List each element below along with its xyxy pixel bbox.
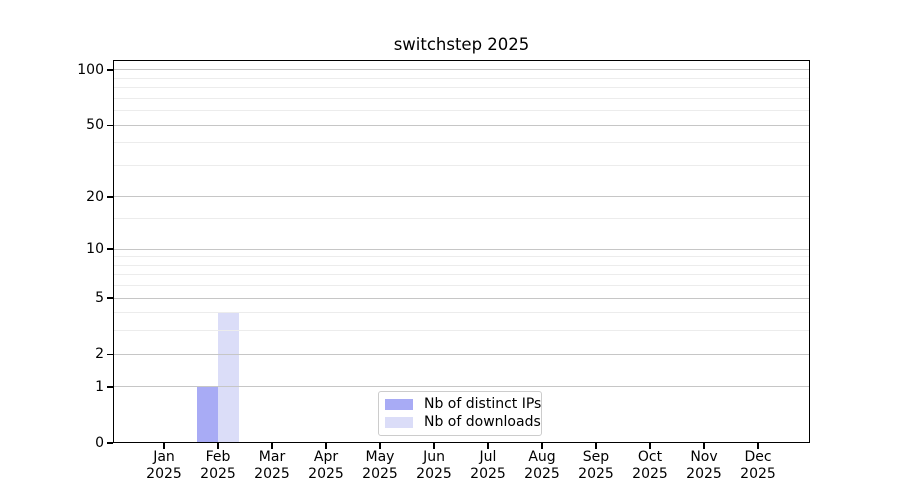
gridline-minor — [114, 264, 809, 266]
x-tick-mark — [379, 443, 381, 449]
x-tick-label: May 2025 — [362, 449, 398, 482]
gridline-major — [114, 386, 809, 388]
plot-area — [113, 60, 810, 443]
y-tick-label: 100 — [77, 61, 104, 78]
x-tick-label: Apr 2025 — [308, 449, 344, 482]
x-tick-label: Nov 2025 — [686, 449, 722, 482]
y-tick-label: 10 — [86, 241, 104, 258]
gridline-major — [114, 124, 809, 126]
x-tick-label: Mar 2025 — [254, 449, 290, 482]
x-tick-mark — [271, 443, 273, 449]
gridline-major — [114, 248, 809, 250]
y-tick-mark — [107, 196, 113, 198]
y-tick-label: 2 — [95, 346, 104, 363]
x-tick-mark — [541, 443, 543, 449]
x-tick-label: Oct 2025 — [632, 449, 668, 482]
x-tick-label: Aug 2025 — [524, 449, 560, 482]
x-tick-label: Jan 2025 — [146, 449, 182, 482]
legend-item-distinct-ips: Nb of distinct IPs — [385, 397, 541, 412]
x-tick-mark — [487, 443, 489, 449]
gridline-minor — [114, 87, 809, 89]
y-tick-label: 5 — [95, 290, 104, 307]
y-tick-label: 50 — [86, 117, 104, 134]
x-tick-mark — [595, 443, 597, 449]
y-tick-label: 1 — [95, 378, 104, 395]
x-tick-mark — [649, 443, 651, 449]
gridline-minor — [114, 110, 809, 112]
gridline-minor — [114, 330, 809, 332]
legend-swatch-distinct-ips — [385, 399, 413, 410]
gridline-major — [114, 353, 809, 355]
x-tick-label: Dec 2025 — [740, 449, 776, 482]
gridline-minor — [114, 312, 809, 314]
legend-item-downloads: Nb of downloads — [385, 415, 541, 430]
gridline-major — [114, 297, 809, 299]
bar-distinct-ips — [197, 386, 218, 443]
y-tick-label: 0 — [95, 435, 104, 451]
gridline-major — [114, 69, 809, 71]
x-tick-mark — [163, 443, 165, 449]
y-tick-mark — [107, 124, 113, 126]
legend-label-downloads: Nb of downloads — [424, 414, 541, 430]
y-tick-mark — [107, 297, 113, 299]
bar-downloads — [218, 312, 239, 443]
y-tick-mark — [107, 386, 113, 388]
x-tick-label: Jul 2025 — [470, 449, 506, 482]
y-tick-mark — [107, 442, 113, 444]
x-tick-mark — [217, 443, 219, 449]
y-tick-mark — [107, 248, 113, 250]
x-tick-mark — [703, 443, 705, 449]
x-tick-mark — [757, 443, 759, 449]
y-tick-mark — [107, 353, 113, 355]
gridline-minor — [114, 164, 809, 166]
chart-title: switchstep 2025 — [393, 35, 530, 54]
gridline-minor — [114, 142, 809, 144]
legend: Nb of distinct IPs Nb of downloads — [378, 391, 542, 436]
x-tick-label: Jun 2025 — [416, 449, 452, 482]
legend-label-distinct-ips: Nb of distinct IPs — [424, 396, 542, 412]
x-tick-mark — [433, 443, 435, 449]
gridline-minor — [114, 256, 809, 258]
gridline-major — [114, 196, 809, 198]
x-tick-label: Feb 2025 — [200, 449, 236, 482]
gridline-minor — [114, 285, 809, 287]
x-tick-mark — [325, 443, 327, 449]
y-tick-mark — [107, 69, 113, 71]
legend-swatch-downloads — [385, 417, 413, 428]
x-tick-label: Sep 2025 — [578, 449, 614, 482]
gridline-minor — [114, 274, 809, 276]
gridline-minor — [114, 218, 809, 220]
y-tick-label: 20 — [86, 188, 104, 205]
gridline-minor — [114, 97, 809, 99]
gridline-minor — [114, 77, 809, 79]
